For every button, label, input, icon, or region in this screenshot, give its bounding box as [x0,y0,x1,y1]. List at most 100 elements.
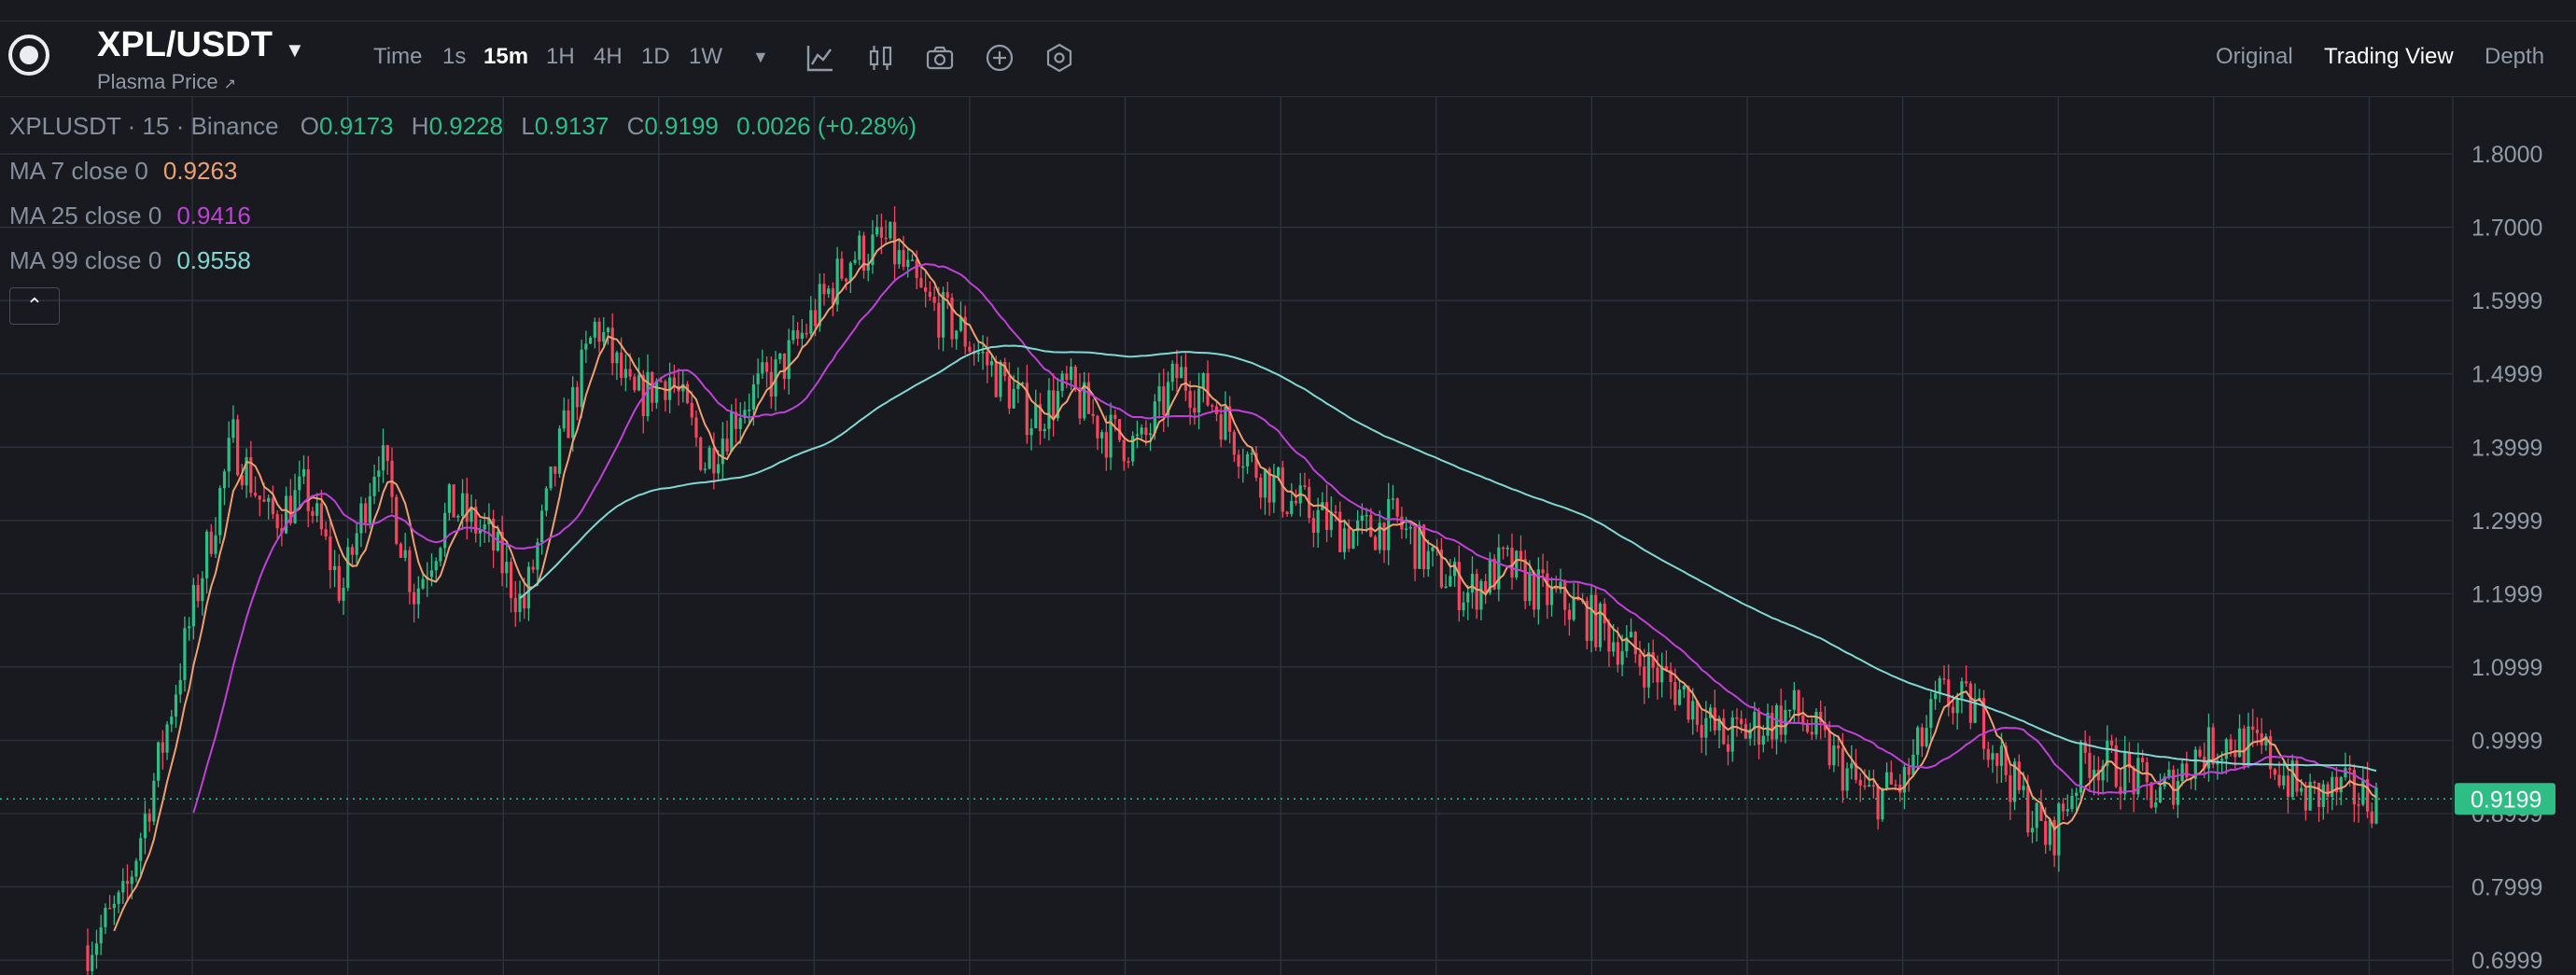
candle-body [536,542,539,570]
candle-body [2149,782,2153,808]
candle-body [831,288,835,305]
candle-body [2282,775,2286,786]
candle-body [465,493,469,522]
candle-body [1868,785,1871,787]
candle-body [1245,453,1250,467]
tf-1d[interactable]: 1D [641,44,670,69]
tf-1s[interactable]: 1s [442,44,467,69]
candle-body [2083,742,2087,753]
candle-body [981,351,985,354]
candle-body [1638,654,1642,667]
candle-body [2044,821,2048,845]
collapse-legend-button[interactable]: ⌃ [9,287,60,325]
candle-body [2331,776,2334,798]
candle-body [121,881,125,893]
candle-body [1452,562,1457,577]
view-trading-view[interactable]: Trading View [2324,44,2454,69]
candle-body [443,512,447,549]
candle-body [672,377,676,386]
candle-body [1043,428,1046,432]
candle-body [1881,787,1884,820]
candle-body [681,383,685,392]
view-original[interactable]: Original [2216,44,2293,69]
candle-body [835,258,839,305]
candle-body [188,626,191,629]
candle-body [1290,500,1294,514]
candle-body [2365,779,2370,812]
tf-1h[interactable]: 1H [546,44,575,69]
candle-body [593,321,596,338]
candle-body [2193,749,2197,779]
tf-time[interactable]: Time [373,44,423,69]
candle-body [1673,681,1677,705]
candle-body [743,410,747,419]
candle-body [800,332,804,340]
candle-body [1955,698,1959,714]
add-icon[interactable] [984,42,1015,74]
candle-body [1920,727,1924,746]
candle-body [853,259,857,263]
candle-body [1277,467,1281,477]
candle-body [2004,745,2008,775]
candle-body [2198,749,2202,757]
candle-body [1020,383,1025,384]
candle-body [1180,367,1183,379]
symbol-title[interactable]: XPL/USDT [97,25,273,64]
candle-body [1607,622,1611,652]
candle-body [2300,787,2303,792]
candle-body [332,565,337,571]
candle-body [575,386,580,408]
candle-body [1660,665,1664,683]
candle-body [955,330,959,340]
candle-body [469,507,473,522]
pair-label: XPLUSDT · 15 · Binance [9,112,279,140]
candle-body [761,362,764,374]
candle-body [1012,388,1015,409]
candle-body [1197,388,1201,413]
candle-body [1104,432,1108,458]
tf-15m[interactable]: 15m [483,44,529,69]
candle-body [1170,363,1174,383]
view-depth[interactable]: Depth [2485,44,2545,69]
candle-body [1515,550,1519,578]
candle-body [1884,772,1889,788]
candle-body [1519,550,1523,560]
candle-body [178,679,182,695]
candle-body [2370,811,2373,824]
more-timeframes-icon[interactable]: ▼ [752,48,769,66]
candle-body [403,550,407,558]
candle-body [2154,802,2158,808]
candle-body [125,881,130,884]
open-value: 0.9173 [319,112,394,140]
subtitle-link[interactable]: Plasma Price ↗ [97,70,236,93]
candle-body [2106,740,2109,766]
candle-body [1439,550,1444,588]
candle-body [2326,784,2330,798]
camera-icon[interactable] [924,42,956,74]
candle-body [174,694,178,717]
candle-body [628,369,632,377]
candle-body [562,410,566,429]
price-chart[interactable]: 1.8000 1.7000 1.5999 1.4999 1.3999 1.2999 1.19… [0,97,2576,975]
candle-body [209,531,213,554]
candle-body [2237,728,2242,758]
candle-type-icon[interactable] [865,42,897,74]
candle-body [919,277,923,287]
candle-body [703,468,707,470]
candle-body [805,332,808,335]
tf-4h[interactable]: 4H [594,44,623,69]
settings-icon[interactable] [1043,42,1075,74]
candle-body [646,371,650,417]
candle-body [1779,704,1783,735]
candle-body [796,330,800,340]
candle-body [1585,600,1589,641]
symbol-dropdown-icon[interactable]: ▼ [285,38,305,62]
indicator-icon[interactable] [805,42,836,74]
candle-body [1003,361,1007,377]
candle-body [385,445,389,461]
candle-body [2088,752,2092,778]
tf-1w[interactable]: 1W [689,44,722,69]
candle-body [1691,701,1695,720]
candle-body [1682,686,1686,690]
candle-body [1819,711,1823,723]
